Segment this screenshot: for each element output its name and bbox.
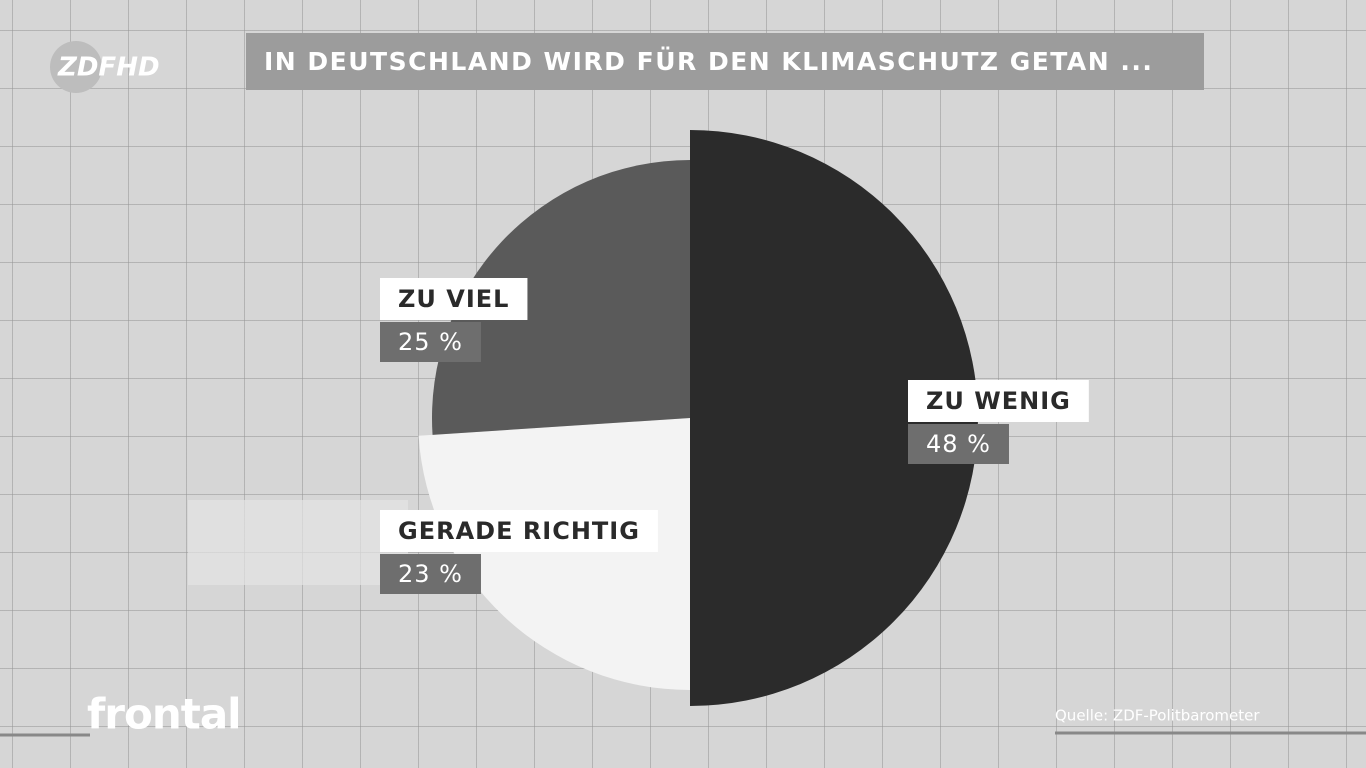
value-box	[380, 554, 481, 594]
source: Quelle: ZDF-Politbarometer	[1055, 707, 1260, 725]
label-box	[380, 510, 658, 552]
value-box	[908, 424, 1009, 464]
labels: ZU WENIG 48 % GERADE RICHTIG 23 % ZU VIEL 25 …	[380, 278, 1089, 594]
program-logo: frontal	[87, 690, 241, 739]
category-label: GERADE RICHTIG	[398, 517, 640, 545]
pie-slice	[690, 130, 978, 706]
category-label: ZU WENIG	[926, 387, 1071, 415]
category-label: ZU VIEL	[398, 285, 509, 313]
label-box	[908, 380, 1089, 422]
chart-title: IN DEUTSCHLAND WIRD FÜR DEN KLIMASCHUTZ …	[264, 46, 1153, 76]
channel-logo: ZDFHD	[57, 53, 160, 83]
value-label: 48 %	[926, 430, 991, 458]
value-box	[380, 322, 481, 362]
pie-slice	[418, 418, 690, 690]
pie-slice	[432, 160, 690, 435]
label-box	[380, 278, 528, 320]
pie	[418, 130, 978, 706]
value-label: 25 %	[398, 328, 463, 356]
decor-band	[188, 500, 408, 585]
logo-disc	[50, 41, 102, 93]
value-label: 23 %	[398, 560, 463, 588]
title-bar	[246, 33, 1204, 90]
